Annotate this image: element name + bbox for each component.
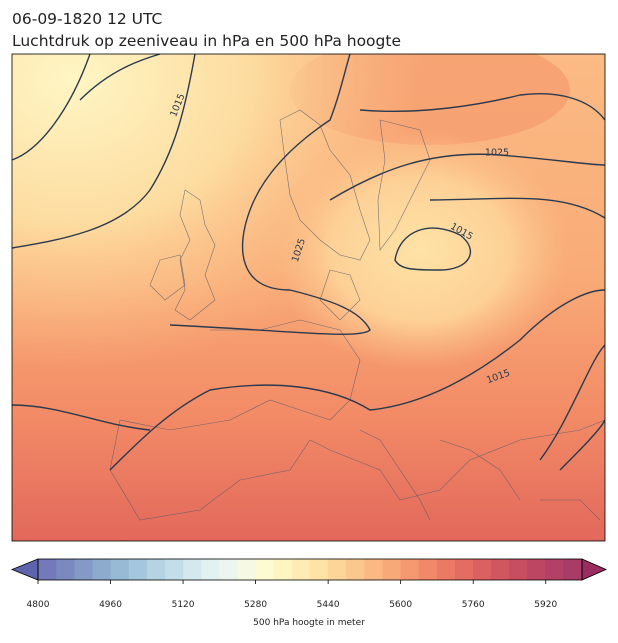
isobar [539, 344, 605, 461]
colorbar-segment [310, 559, 329, 580]
colorbar-segment [128, 559, 148, 580]
isobar [169, 289, 371, 335]
colorbar-tick-label: 5920 [534, 600, 557, 610]
title-line2: Luchtdruk op zeeniveau in hPa en 500 hPa… [12, 32, 401, 50]
contour-label: 1025 [485, 148, 509, 159]
map-frame [11, 53, 606, 542]
colorbar-segment [183, 559, 202, 580]
colorbar-tick-label: 4960 [99, 600, 122, 610]
title-line1: 06-09-1820 12 UTC [12, 10, 162, 28]
colorbar-extend-low [10, 558, 39, 581]
colorbar-segment [92, 559, 111, 580]
colorbar-segment [237, 559, 256, 580]
isobar [429, 197, 605, 219]
colorbar-extend-high [581, 558, 607, 581]
colorbar-frame [37, 558, 583, 581]
colorbar-segment [273, 559, 293, 580]
colorbar-segment [110, 559, 130, 580]
colorbar-segment [364, 559, 383, 580]
colorbar-segment [164, 559, 184, 580]
colorbar-segment [400, 559, 420, 580]
isobar [12, 54, 196, 249]
colorbar-tick-label: 5120 [172, 600, 195, 610]
isobar [109, 289, 605, 471]
isobar [394, 227, 472, 271]
colorbar-segment [146, 559, 166, 580]
colorbar-segment [201, 559, 220, 580]
colorbar-segment [473, 559, 492, 580]
colorbar-segment [436, 559, 456, 580]
colorbar-label: 500 hPa hoogte in meter [253, 618, 365, 628]
colorbar-segment [346, 559, 365, 580]
isobar [559, 419, 605, 471]
colorbar-segment [56, 559, 75, 580]
isobar [12, 54, 91, 161]
colorbar-segment [291, 559, 311, 580]
isobar [79, 54, 161, 101]
colorbar-tick-label: 4800 [27, 600, 50, 610]
colorbar-segment [509, 559, 528, 580]
map [12, 54, 605, 541]
colorbar-segment [219, 559, 238, 580]
colorbar-segment [563, 559, 583, 580]
colorbar-segment [418, 559, 438, 580]
colorbar-segment [38, 559, 57, 580]
isobar [359, 93, 605, 121]
coastline [109, 109, 605, 521]
colorbar-segment [328, 559, 347, 580]
isobar [12, 404, 151, 431]
colorbar-segment [382, 559, 402, 580]
isobar [329, 153, 605, 201]
colorbar-tick-label: 5440 [317, 600, 340, 610]
coastline [359, 429, 601, 521]
colorbar-segment [74, 559, 93, 580]
colorbar-tick-label: 5280 [244, 600, 267, 610]
colorbar-segment [491, 559, 510, 580]
colorbar-segment [545, 559, 565, 580]
colorbar-tick-label: 5600 [389, 600, 412, 610]
colorbar-segment [255, 559, 275, 580]
height-field [270, 130, 570, 370]
colorbar-tick-label: 5760 [462, 600, 485, 610]
isobar [241, 54, 351, 291]
colorbar-segment [455, 559, 474, 580]
colorbar-segment [527, 559, 547, 580]
